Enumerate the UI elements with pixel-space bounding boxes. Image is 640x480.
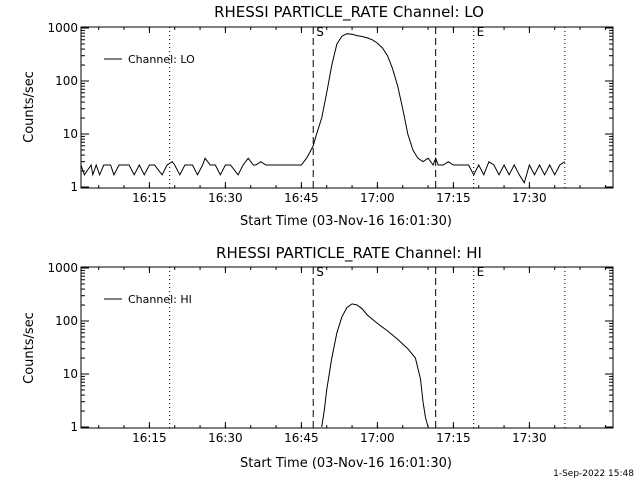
hi-channel-panel: RHESSI PARTICLE_RATE Channel: HI Counts/… bbox=[22, 244, 614, 471]
hi-y-tick-label-2: 100 bbox=[55, 314, 78, 328]
lo-marker-label-2: E bbox=[477, 25, 485, 39]
lo-chart-title: RHESSI PARTICLE_RATE Channel: LO bbox=[214, 3, 484, 22]
hi-x-axis-label: Start Time (03-Nov-16 16:01:30) bbox=[240, 456, 452, 471]
lo-x-tick-label-3: 17:00 bbox=[360, 191, 395, 205]
hi-x-tick-label-1: 16:30 bbox=[208, 431, 243, 445]
lo-legend: Channel: LO bbox=[104, 53, 195, 66]
hi-y-tick-label-0: 1 bbox=[70, 420, 78, 434]
lo-y-tick-label-0: 1 bbox=[70, 180, 78, 194]
hi-series-line-0 bbox=[321, 303, 429, 428]
footer-timestamp: 1-Sep-2022 15:48 bbox=[553, 469, 634, 479]
hi-y-tick-label-3: 1000 bbox=[47, 261, 78, 275]
hi-x-tick-label-2: 16:45 bbox=[284, 431, 319, 445]
lo-x-tick-label-5: 17:30 bbox=[512, 191, 547, 205]
hi-x-tick-label-0: 16:15 bbox=[132, 431, 167, 445]
hi-plot-frame bbox=[80, 266, 614, 429]
lo-ticks: 16:15 16:30 16:45 17:00 17:15 17:30 1 10 100 1000 bbox=[47, 21, 613, 205]
lo-y-axis-label: Counts/sec bbox=[22, 71, 37, 143]
lo-x-tick-label-0: 16:15 bbox=[132, 191, 167, 205]
lo-y-tick-label-3: 1000 bbox=[47, 21, 78, 35]
hi-x-tick-label-3: 17:00 bbox=[360, 431, 395, 445]
hi-x-tick-label-4: 17:15 bbox=[436, 431, 471, 445]
lo-x-tick-label-2: 16:45 bbox=[284, 191, 319, 205]
hi-x-tick-label-5: 17:30 bbox=[512, 431, 547, 445]
hi-y-axis-label: Counts/sec bbox=[22, 312, 37, 384]
lo-legend-label: Channel: LO bbox=[128, 53, 195, 66]
lo-marker-label-0: S bbox=[316, 25, 324, 39]
lo-series-line-0 bbox=[80, 33, 566, 185]
hi-ticks: 16:15 16:30 16:45 17:00 17:15 17:30 1 10 100 1000 bbox=[47, 261, 613, 445]
lo-series bbox=[80, 33, 566, 185]
lo-channel-panel: RHESSI PARTICLE_RATE Channel: LO Counts/… bbox=[22, 3, 614, 229]
lo-x-tick-label-4: 17:15 bbox=[436, 191, 471, 205]
lo-y-tick-label-2: 100 bbox=[55, 74, 78, 88]
lo-x-axis-label: Start Time (03-Nov-16 16:01:30) bbox=[240, 214, 452, 229]
hi-legend-label: Channel: HI bbox=[128, 293, 192, 306]
hi-marker-label-0: S bbox=[316, 265, 324, 279]
lo-y-tick-label-1: 10 bbox=[63, 127, 78, 141]
hi-chart-title: RHESSI PARTICLE_RATE Channel: HI bbox=[216, 244, 482, 263]
hi-y-tick-label-1: 10 bbox=[63, 367, 78, 381]
lo-x-tick-label-1: 16:30 bbox=[208, 191, 243, 205]
hi-series bbox=[321, 303, 429, 428]
lo-plot-frame bbox=[80, 26, 614, 189]
hi-legend: Channel: HI bbox=[104, 293, 192, 306]
hi-marker-label-2: E bbox=[477, 265, 485, 279]
